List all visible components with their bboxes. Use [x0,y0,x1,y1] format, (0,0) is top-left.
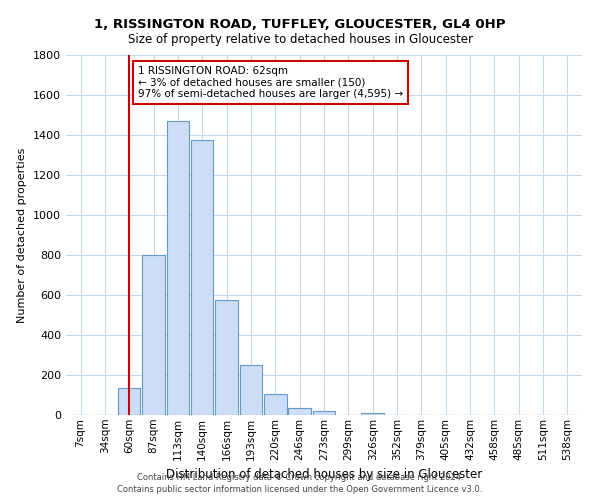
Bar [118,388,140,415]
Bar [289,408,311,415]
X-axis label: Distribution of detached houses by size in Gloucester: Distribution of detached houses by size … [166,468,482,481]
Bar [240,365,262,415]
Text: 1, RISSINGTON ROAD, TUFFLEY, GLOUCESTER, GL4 0HP: 1, RISSINGTON ROAD, TUFFLEY, GLOUCESTER,… [94,18,506,30]
Text: 1 RISSINGTON ROAD: 62sqm
← 3% of detached houses are smaller (150)
97% of semi-d: 1 RISSINGTON ROAD: 62sqm ← 3% of detache… [138,66,403,99]
Bar [191,140,214,415]
Bar [361,412,384,415]
Bar [215,300,238,415]
Text: Contains HM Land Registry data © Crown copyright and database right 2024.
Contai: Contains HM Land Registry data © Crown c… [118,472,482,494]
Bar [167,121,189,415]
Bar [313,410,335,415]
Text: Size of property relative to detached houses in Gloucester: Size of property relative to detached ho… [128,32,473,46]
Y-axis label: Number of detached properties: Number of detached properties [17,148,28,322]
Bar [264,394,287,415]
Bar [142,255,165,415]
